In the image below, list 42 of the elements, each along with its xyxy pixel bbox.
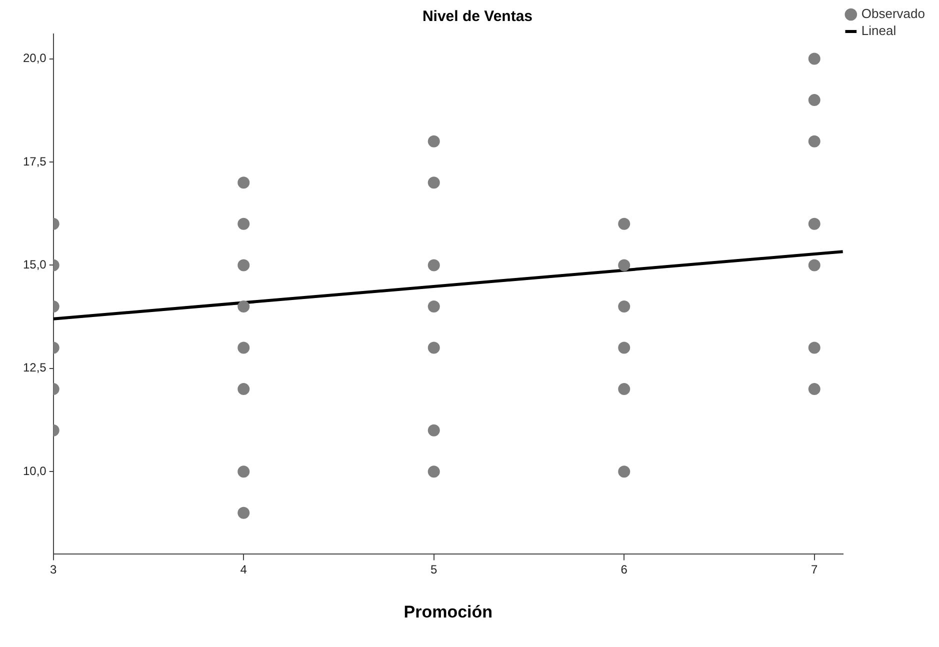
legend-label: Lineal (861, 23, 896, 38)
point (238, 218, 250, 230)
point (618, 300, 630, 312)
point (428, 424, 440, 436)
point (808, 259, 820, 272)
chart-title: Nivel de Ventas (422, 8, 533, 26)
x-tick-label: 5 (430, 562, 438, 577)
y-tick-label: 15,0 (22, 258, 47, 272)
x-tick-label: 7 (811, 562, 818, 577)
x-tick-label: 3 (50, 562, 58, 577)
point (428, 300, 440, 312)
y-tick-label: 20,0 (22, 51, 47, 66)
point (238, 506, 250, 519)
x-axis-title: Promoción (404, 602, 493, 622)
y-tick-label: 12,5 (22, 360, 47, 375)
point (618, 342, 630, 354)
x-tick-label: 4 (240, 562, 248, 577)
point (808, 52, 820, 65)
point (428, 135, 440, 148)
y-tick-label: 17,5 (22, 154, 47, 168)
point (238, 383, 250, 396)
legend-label: Observado (861, 6, 926, 22)
point (428, 342, 440, 354)
point (808, 135, 820, 148)
point (238, 342, 250, 354)
point (808, 218, 820, 230)
point (808, 342, 820, 354)
point (618, 259, 630, 272)
point (808, 383, 820, 396)
y-tick-label: 10,0 (22, 464, 47, 478)
point (428, 176, 440, 189)
point (618, 466, 630, 478)
point (238, 259, 250, 272)
x-tick-label: 6 (620, 562, 628, 577)
point (238, 300, 250, 312)
point (238, 466, 250, 478)
point (238, 176, 250, 189)
point (618, 383, 630, 396)
point (428, 259, 440, 272)
point (618, 218, 630, 230)
point (428, 466, 440, 478)
point (808, 94, 820, 106)
